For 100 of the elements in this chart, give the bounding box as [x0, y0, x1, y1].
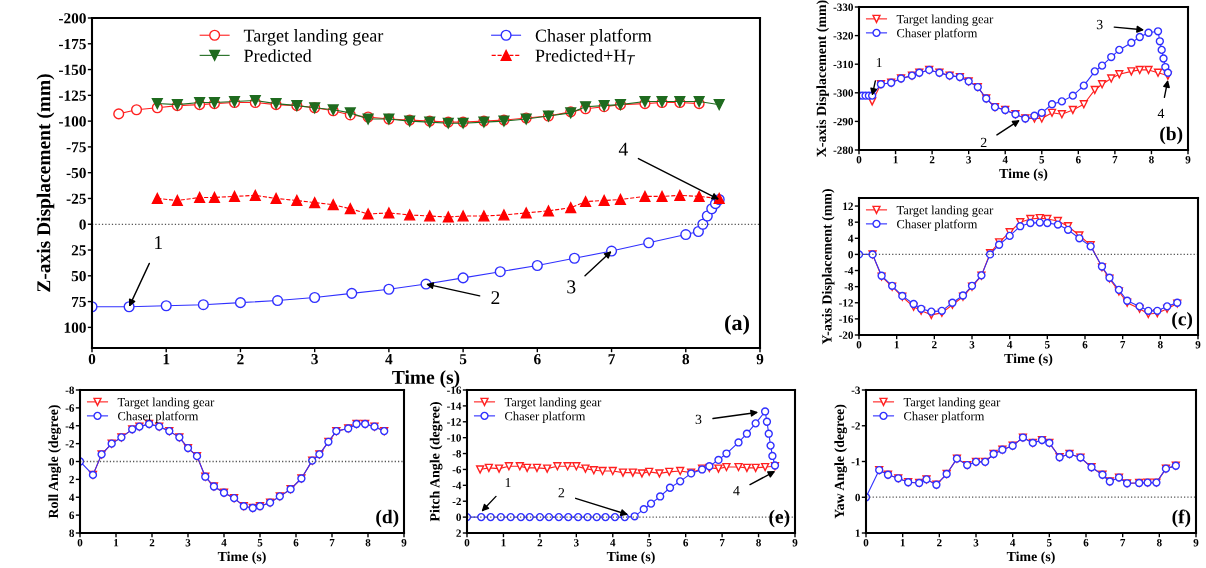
- x-tick-label: 8: [682, 354, 690, 365]
- x-tick-label: 4: [221, 538, 227, 547]
- x-tick-label: 9: [401, 538, 407, 547]
- x-tick-label: 8: [756, 538, 761, 547]
- y-tick-label: -12: [839, 299, 853, 307]
- x-axis-title: Time (s): [606, 551, 655, 565]
- x-tick-label: 4: [1010, 538, 1016, 547]
- legend-label: Target landing gear: [243, 29, 384, 46]
- x-tick-label: 4: [385, 354, 393, 365]
- y-tick-label: 4: [848, 234, 854, 243]
- y-tick-label: -4: [452, 481, 462, 490]
- y-tick-label: -75: [66, 142, 86, 153]
- y-tick-label: -50: [66, 167, 86, 179]
- y-tick-label: 0: [855, 493, 861, 502]
- y-tick-label: -290: [833, 117, 854, 126]
- y-tick-label: -16: [839, 315, 854, 323]
- x-axis-title: Time (s): [217, 551, 266, 565]
- annotation: (a): [725, 314, 750, 335]
- x-axis-title: Time (s): [1004, 353, 1053, 367]
- x-tick-label: 2: [237, 354, 244, 365]
- x-tick-label: 6: [534, 354, 541, 365]
- y-axis-title: Yaw Angle (degree): [834, 404, 848, 519]
- x-tick-label: 6: [1083, 538, 1089, 547]
- y-tick-label: 25: [71, 245, 86, 256]
- legend-label: Chaser platform: [897, 28, 978, 40]
- y-tick-label: 1: [855, 529, 860, 537]
- y-tick-label: -175: [59, 39, 86, 50]
- y-axis-title: Pitch Angle (degree): [429, 402, 443, 522]
- y-tick-label: 4: [69, 493, 75, 502]
- annotation: (f): [1172, 509, 1191, 528]
- y-tick-label: -25: [66, 193, 86, 204]
- x-tick-label: 3: [185, 538, 191, 547]
- annotation: 2: [980, 137, 987, 147]
- y-tick-label: -320: [833, 32, 854, 40]
- x-tick-label: 2: [537, 538, 543, 547]
- annotation: 2: [491, 291, 500, 305]
- x-tick-label: 8: [1156, 538, 1162, 547]
- x-tick-label: 0: [88, 354, 96, 365]
- annotation: 1: [876, 57, 882, 68]
- y-tick-label: -16: [447, 386, 462, 394]
- x-tick-label: 9: [792, 538, 798, 547]
- y-tick-label: -4: [844, 267, 854, 275]
- x-axis-title: Time (s): [392, 370, 460, 388]
- x-tick-label: 6: [293, 538, 299, 547]
- x-tick-label: 6: [1082, 340, 1088, 349]
- legend-label: Target landing gear: [903, 397, 1001, 409]
- x-tick-label: 3: [573, 538, 579, 547]
- annotation: 2: [558, 488, 565, 498]
- y-tick-label: 6: [69, 511, 75, 520]
- x-tick-label: 4: [610, 538, 616, 547]
- x-tick-label: 5: [1047, 538, 1052, 547]
- y-tick-label: -125: [59, 90, 86, 101]
- y-axis-title: Z-axis Displacement (mm): [36, 74, 55, 292]
- y-tick-label: 12: [843, 202, 853, 210]
- y-tick-label: -200: [59, 13, 86, 24]
- y-tick-label: -280: [833, 146, 854, 154]
- annotation: 4: [1157, 108, 1165, 118]
- y-axis-title: Y-axis Displacement (mm): [821, 189, 835, 345]
- y-axis-title: Roll Angle (degree): [48, 405, 62, 519]
- x-tick-label: 1: [893, 155, 898, 164]
- x-tick-label: 7: [329, 538, 335, 547]
- y-tick-label: -8: [452, 450, 462, 458]
- x-tick-label: 7: [1120, 340, 1126, 349]
- x-tick-label: 3: [969, 340, 975, 349]
- x-tick-label: 7: [608, 354, 615, 365]
- y-tick-label: 50: [71, 270, 86, 282]
- annotation: 1: [155, 236, 162, 249]
- legend-label: Chaser platform: [535, 28, 652, 46]
- x-tick-label: 1: [900, 538, 905, 547]
- legend-label: Chaser platform: [897, 219, 978, 231]
- annotation: (d): [376, 509, 399, 528]
- x-tick-label: 7: [1120, 538, 1126, 547]
- legend-label: Target landing gear: [504, 397, 602, 409]
- x-tick-label: 2: [929, 155, 935, 164]
- y-tick-label: -150: [59, 64, 86, 76]
- x-tick-label: 3: [311, 354, 318, 365]
- x-tick-label: 8: [1157, 340, 1163, 349]
- y-tick-label: -10: [447, 434, 462, 442]
- y-tick-label: -300: [833, 89, 854, 97]
- x-tick-label: 2: [149, 538, 155, 547]
- y-tick-label: -8: [65, 386, 75, 394]
- x-tick-label: 2: [932, 340, 937, 349]
- y-tick-label: -1: [851, 458, 860, 466]
- legend-label: Target landing gear: [896, 14, 994, 26]
- y-tick-label: -14: [447, 402, 462, 410]
- legend-label: Predicted: [244, 49, 312, 62]
- y-tick-label: -6: [452, 465, 462, 474]
- x-tick-label: 4: [1007, 340, 1013, 349]
- x-tick-label: 1: [163, 354, 170, 365]
- x-tick-label: 5: [459, 354, 467, 365]
- annotation: (b): [1160, 126, 1183, 145]
- x-tick-label: 5: [1039, 155, 1045, 164]
- y-tick-label: -2: [851, 422, 860, 430]
- annotation: 1: [505, 477, 511, 488]
- annotation: 4: [733, 486, 740, 496]
- y-tick-label: -6: [65, 404, 75, 412]
- x-tick-label: 5: [1045, 340, 1050, 349]
- y-tick-label: 75: [72, 296, 86, 308]
- x-tick-label: 1: [894, 340, 899, 349]
- y-tick-label: 0: [848, 250, 854, 259]
